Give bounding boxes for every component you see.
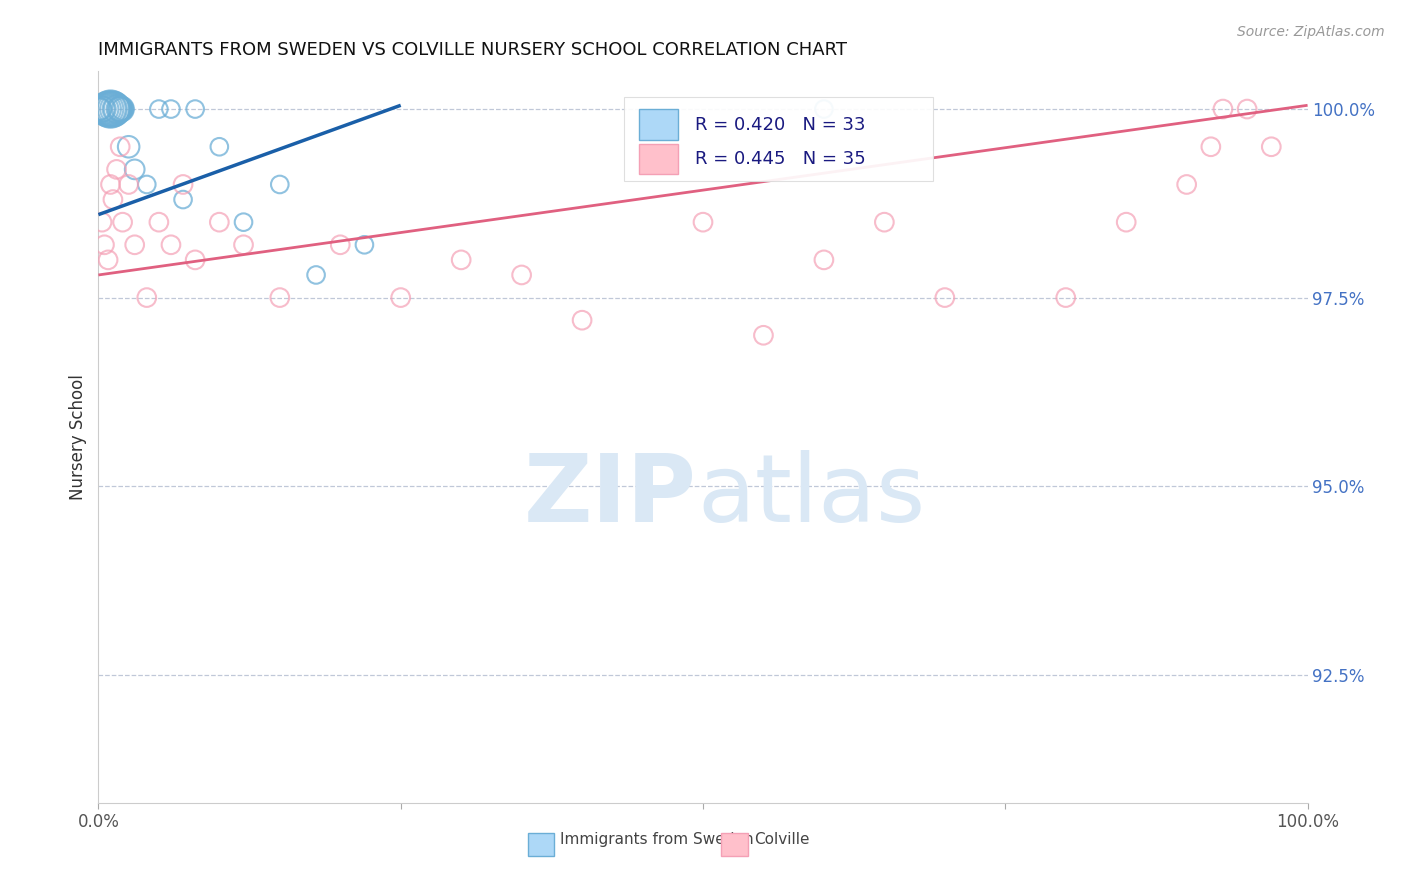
Point [389, 291, 412, 305]
Point [108, 102, 131, 116]
Point [118, 140, 141, 154]
Text: R = 0.420   N = 33: R = 0.420 N = 33 [695, 116, 865, 134]
Point [94, 102, 117, 116]
Point [305, 268, 328, 282]
Point [108, 140, 131, 154]
Point [110, 102, 132, 116]
Point [1236, 102, 1258, 116]
Point [118, 178, 141, 192]
Point [752, 328, 775, 343]
Point [91, 102, 114, 116]
Text: atlas: atlas [697, 450, 925, 541]
Point [107, 102, 129, 116]
Y-axis label: Nursery School: Nursery School [69, 374, 87, 500]
Point [111, 102, 134, 116]
Point [97, 252, 120, 267]
Point [1175, 178, 1198, 192]
Point [934, 291, 956, 305]
Point [100, 102, 122, 116]
Point [1054, 291, 1077, 305]
Point [100, 102, 122, 116]
Text: IMMIGRANTS FROM SWEDEN VS COLVILLE NURSERY SCHOOL CORRELATION CHART: IMMIGRANTS FROM SWEDEN VS COLVILLE NURSE… [98, 41, 848, 59]
Point [510, 268, 533, 282]
Text: Immigrants from Sweden: Immigrants from Sweden [561, 832, 754, 847]
Point [135, 178, 157, 192]
Point [184, 252, 207, 267]
Text: ZIP: ZIP [524, 450, 697, 541]
Point [813, 102, 835, 116]
Point [91, 102, 114, 116]
Point [1212, 102, 1234, 116]
Point [104, 102, 127, 116]
Point [813, 252, 835, 267]
Point [105, 102, 128, 116]
Point [93, 237, 115, 252]
Point [692, 215, 714, 229]
Point [96, 102, 118, 116]
Point [98, 102, 121, 116]
Bar [638, 144, 678, 175]
Point [90, 102, 112, 116]
Point [135, 291, 157, 305]
Point [353, 237, 375, 252]
Point [160, 237, 183, 252]
Point [450, 252, 472, 267]
Point [160, 102, 183, 116]
Point [97, 102, 120, 116]
Point [101, 102, 124, 116]
Point [148, 215, 170, 229]
Point [329, 237, 352, 252]
Point [873, 215, 896, 229]
Point [1260, 140, 1282, 154]
Point [172, 193, 194, 207]
Point [1199, 140, 1222, 154]
Bar [721, 833, 748, 856]
Point [93, 102, 115, 116]
Point [208, 215, 231, 229]
Point [269, 291, 291, 305]
Point [111, 215, 134, 229]
Point [91, 215, 114, 229]
Point [1115, 215, 1137, 229]
Point [100, 178, 122, 192]
Bar [527, 833, 554, 856]
Point [101, 193, 124, 207]
Point [172, 178, 194, 192]
Text: Source: ZipAtlas.com: Source: ZipAtlas.com [1237, 25, 1385, 39]
Point [124, 162, 146, 177]
Point [571, 313, 593, 327]
Point [208, 140, 231, 154]
Text: Colville: Colville [754, 832, 810, 847]
Point [184, 102, 207, 116]
Point [232, 215, 254, 229]
Point [148, 102, 170, 116]
Bar [638, 110, 678, 140]
Point [232, 237, 254, 252]
Point [124, 237, 146, 252]
Point [105, 162, 128, 177]
Point [269, 178, 291, 192]
Text: R = 0.445   N = 35: R = 0.445 N = 35 [695, 150, 865, 168]
Point [89, 102, 111, 116]
Point [103, 102, 125, 116]
Point [108, 102, 131, 116]
FancyBboxPatch shape [624, 97, 932, 181]
